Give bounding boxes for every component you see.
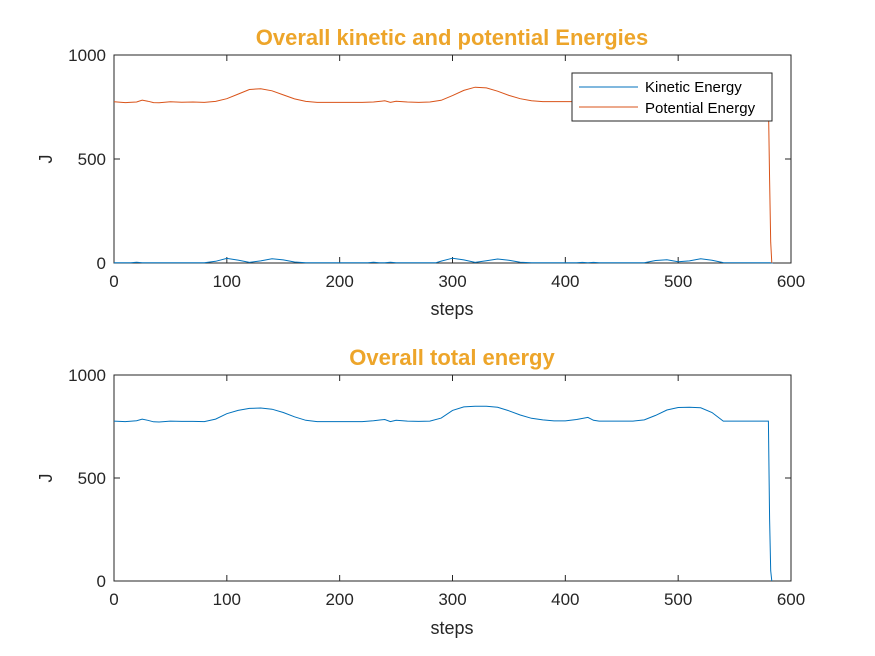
x-tick-label-total-3: 300 [438, 590, 466, 609]
y-axis-label-energies: J [36, 155, 56, 164]
y-tick-label-total-2: 1000 [68, 366, 106, 385]
y-axis-label-total: J [36, 474, 56, 483]
chart-title-total: Overall total energy [349, 345, 555, 370]
y-tick-label-total-0: 0 [97, 572, 106, 591]
x-tick-label-total-5: 500 [664, 590, 692, 609]
x-axis-label-energies: steps [430, 299, 473, 319]
x-axis-label-total: steps [430, 618, 473, 638]
x-tick-label-energies-6: 600 [777, 272, 805, 291]
x-tick-label-energies-5: 500 [664, 272, 692, 291]
x-tick-label-total-4: 400 [551, 590, 579, 609]
x-tick-label-energies-4: 400 [551, 272, 579, 291]
series-lines-total [113, 405, 773, 582]
x-tick-label-total-1: 100 [213, 590, 241, 609]
y-tick-label-energies-1: 500 [78, 150, 106, 169]
x-tick-label-total-0: 0 [109, 590, 118, 609]
series-line-energies-0 [114, 257, 773, 264]
legend-entry-kinetic: Kinetic Energy [645, 79, 742, 96]
legend-box [571, 72, 773, 122]
subplot-energies: Overall kinetic and potential Energies s… [36, 25, 805, 319]
x-tick-label-energies-3: 300 [438, 272, 466, 291]
legend: Kinetic Energy Potential Energy [571, 72, 773, 122]
legend-entry-potential: Potential Energy [645, 100, 756, 117]
x-tick-label-total-6: 600 [777, 590, 805, 609]
subplot-total: Overall total energy steps J 0 100 200 300 4… [36, 345, 805, 638]
x-tick-label-energies-1: 100 [213, 272, 241, 291]
x-tick-label-energies-0: 0 [109, 272, 118, 291]
y-tick-label-total-1: 500 [78, 469, 106, 488]
y-tick-label-energies-0: 0 [97, 254, 106, 273]
chart-title-energies: Overall kinetic and potential Energies [256, 25, 648, 50]
plot-area-total [113, 374, 792, 582]
series-line-total-0 [113, 405, 773, 582]
x-tick-label-energies-2: 200 [325, 272, 353, 291]
x-tick-label-total-2: 200 [325, 590, 353, 609]
y-tick-label-energies-2: 1000 [68, 46, 106, 65]
